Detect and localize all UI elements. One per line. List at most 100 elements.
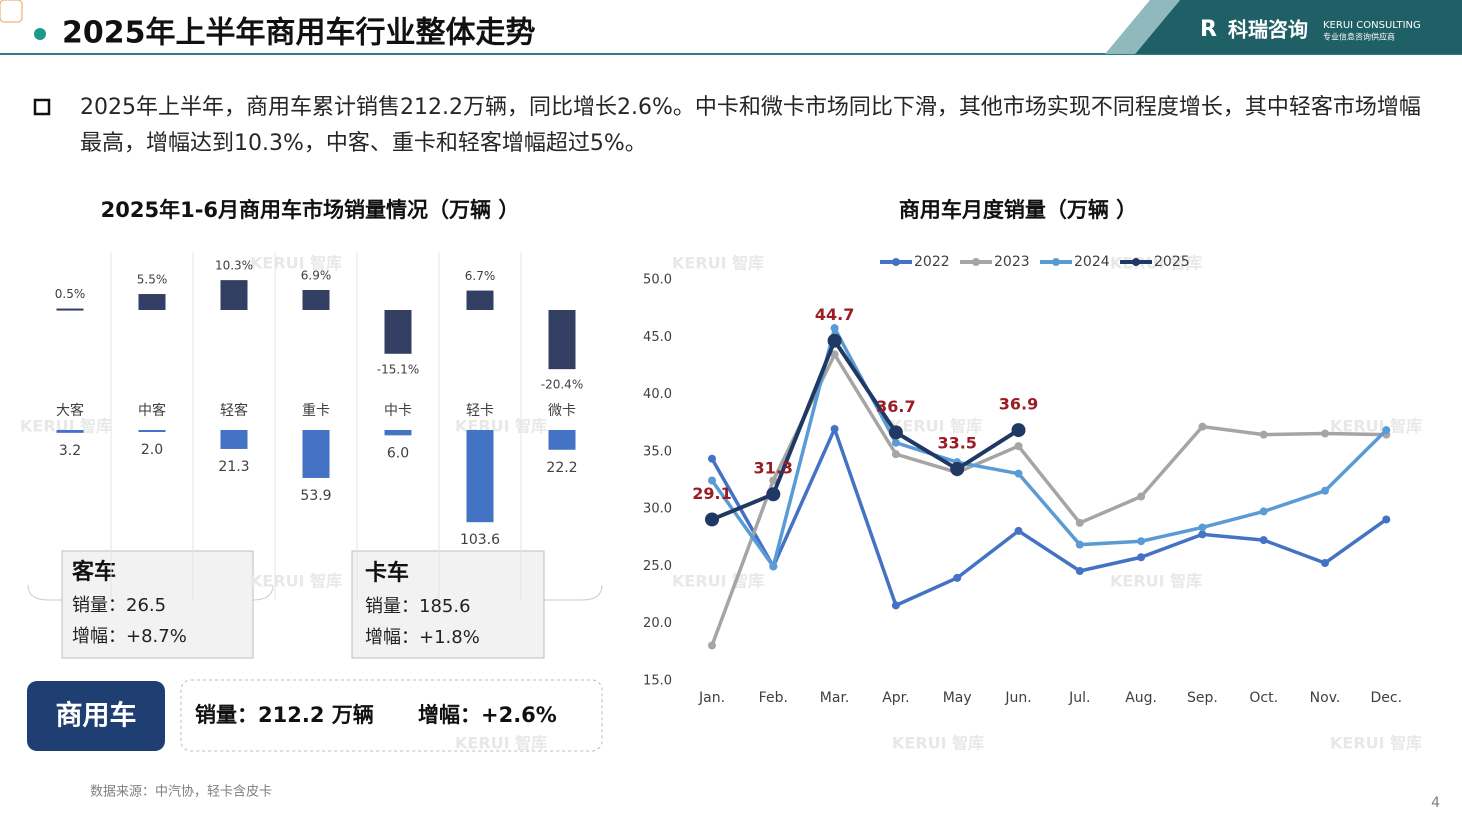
growth-label: 10.3% <box>215 259 253 273</box>
x-tick-label: Aug. <box>1125 690 1157 706</box>
watermark: KERUI 智库 <box>20 417 112 436</box>
watermark: KERUI 智库 <box>250 254 342 273</box>
growth-label: 6.9% <box>301 268 332 282</box>
box-title: 卡车 <box>365 560 409 586</box>
box-sales: 销量：26.5 <box>72 595 166 616</box>
category-label: 中客 <box>138 402 166 419</box>
category-label: 微卡 <box>548 403 576 419</box>
point <box>1075 518 1084 527</box>
page-number: 4 <box>1431 795 1440 811</box>
chart-title: 商用车月度销量（万辆 ） <box>899 198 1137 222</box>
legend-dot <box>1052 258 1060 266</box>
watermark: KERUI 智库 <box>1330 734 1422 753</box>
watermark: KERUI 智库 <box>672 254 764 273</box>
sales-bar <box>548 430 576 450</box>
bullet <box>33 98 51 116</box>
legend-dot <box>892 258 900 266</box>
point <box>1014 442 1023 451</box>
data-label: 36.9 <box>999 395 1038 414</box>
legend-label: 2024 <box>1074 254 1110 270</box>
watermark: KERUI 智库 <box>455 734 547 753</box>
box-growth: 增幅：+1.8% <box>365 627 480 648</box>
point <box>708 454 716 463</box>
point <box>1382 426 1391 435</box>
point <box>1137 492 1146 501</box>
y-tick-label: 25.0 <box>643 559 672 574</box>
point <box>891 601 900 610</box>
data-label: 36.7 <box>876 397 915 416</box>
legend-label: 2023 <box>994 254 1030 270</box>
x-tick-label: May <box>943 690 972 706</box>
point <box>830 324 839 333</box>
watermark: KERUI 智库 <box>1330 417 1422 436</box>
sales-bar <box>56 430 84 433</box>
growth-label: -20.4% <box>541 378 583 392</box>
y-tick-label: 50.0 <box>643 273 672 288</box>
x-tick-label: Feb. <box>759 690 788 706</box>
point <box>1014 469 1023 478</box>
point <box>1014 526 1023 535</box>
point <box>1198 530 1207 539</box>
sales-bar <box>384 430 412 436</box>
point <box>1198 523 1207 532</box>
y-tick-label: 20.0 <box>643 616 672 631</box>
box-sales: 销量：185.6 <box>365 596 471 617</box>
sales-bar <box>220 430 248 449</box>
sales-bar <box>138 430 166 432</box>
category-label: 轻卡 <box>466 403 494 419</box>
point <box>830 350 839 359</box>
legend-dot <box>1132 258 1140 266</box>
logo-sub: 专业信息咨询供应商 <box>1323 32 1395 42</box>
growth-label: -15.1% <box>377 362 419 376</box>
sales-label: 21.3 <box>218 459 249 475</box>
chart-title: 2025年1-6月商用车市场销量情况（万辆 ） <box>101 198 520 222</box>
sales-label: 2.0 <box>141 442 163 458</box>
series-line <box>710 323 1388 571</box>
point <box>708 641 716 650</box>
point <box>1321 429 1329 438</box>
category-label: 中卡 <box>384 403 412 419</box>
point <box>830 424 839 433</box>
y-tick-label: 30.0 <box>643 502 672 517</box>
y-tick-label: 45.0 <box>643 330 672 345</box>
watermark: KERUI 智库 <box>250 572 342 591</box>
point <box>1137 553 1146 562</box>
watermark: KERUI 智库 <box>1110 572 1202 591</box>
point <box>769 476 778 485</box>
icon <box>0 0 23 23</box>
data-label: 33.5 <box>937 434 976 453</box>
point <box>950 462 965 477</box>
x-tick-label: Oct. <box>1249 690 1278 706</box>
growth-bar <box>138 294 166 310</box>
title-dot <box>34 28 46 40</box>
point <box>888 425 903 440</box>
legend-label: 2025 <box>1154 254 1190 270</box>
point <box>1137 537 1146 546</box>
legend-label: 2022 <box>914 254 950 270</box>
point <box>1075 567 1084 576</box>
total-growth: 增幅：+2.6% <box>418 703 557 727</box>
sales-bar <box>466 430 494 523</box>
sales-label: 53.9 <box>300 488 331 504</box>
legend-dot <box>972 258 980 266</box>
y-tick-label: 15.0 <box>643 674 672 689</box>
summary: 2025年上半年，商用车累计销售212.2万辆，同比增长2.6%。中卡和微卡市场… <box>80 95 1421 156</box>
growth-bar <box>384 310 412 354</box>
point <box>1321 486 1329 495</box>
truck-box <box>351 550 545 659</box>
point <box>766 487 781 502</box>
watermark: KERUI 智库 <box>1110 254 1202 273</box>
series-line <box>711 336 1020 522</box>
logo-en: KERUI CONSULTING <box>1323 20 1421 31</box>
x-tick-label: Mar. <box>820 690 850 706</box>
growth-bar <box>466 290 494 310</box>
total-box <box>180 679 603 752</box>
growth-bar <box>548 310 576 370</box>
sales-label: 22.2 <box>546 460 577 476</box>
y-tick-label: 40.0 <box>643 387 672 402</box>
total-badge <box>27 681 165 751</box>
point <box>827 333 842 348</box>
category-label: 重卡 <box>302 403 330 419</box>
point <box>769 562 778 571</box>
